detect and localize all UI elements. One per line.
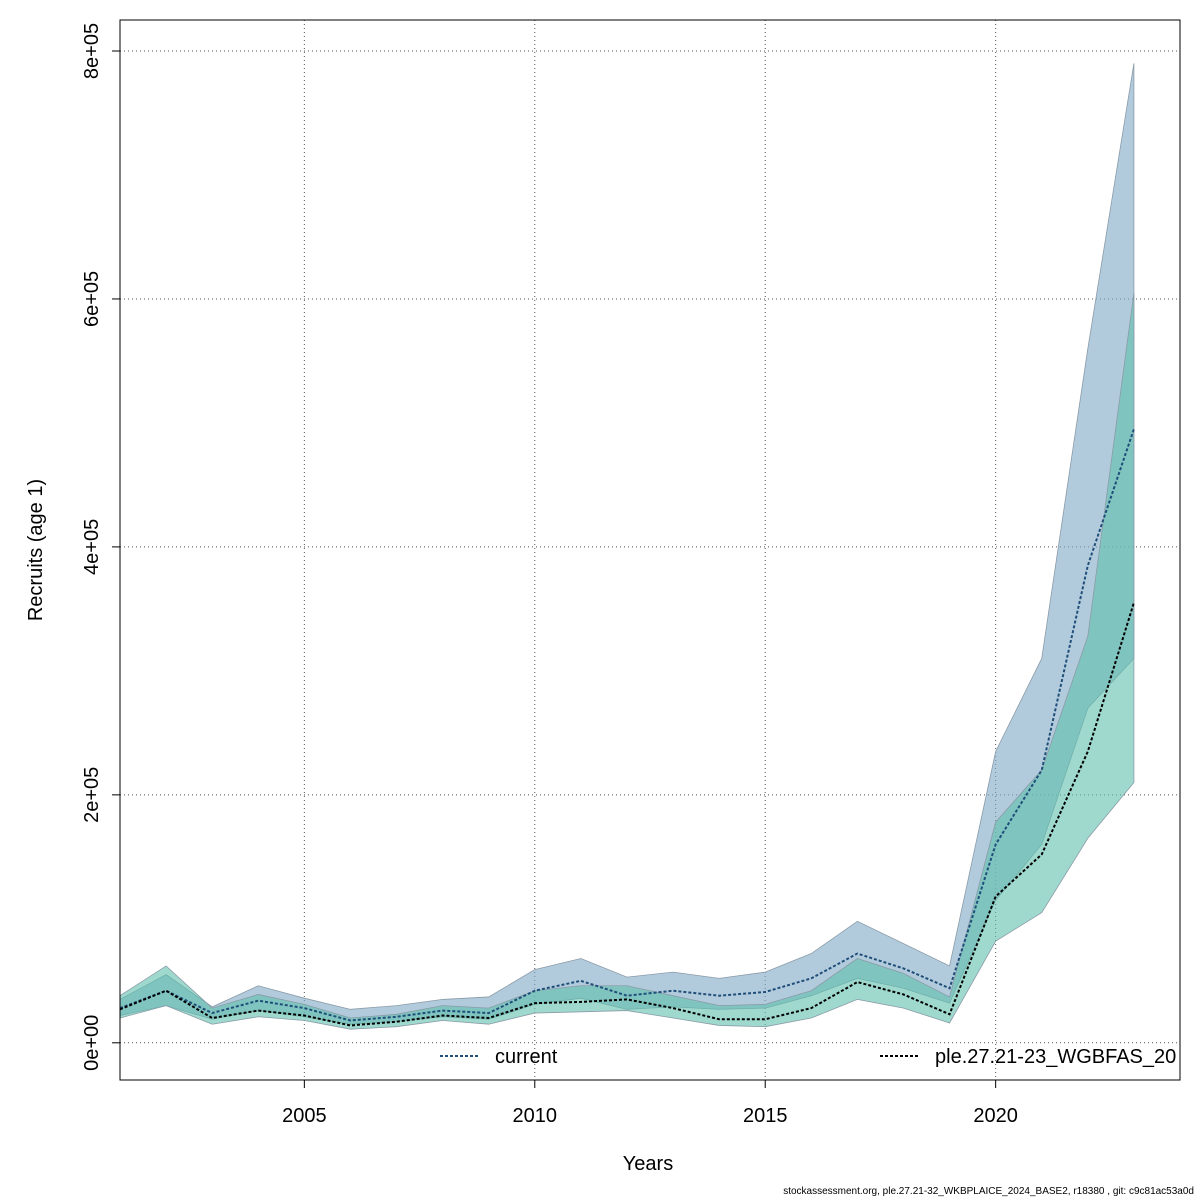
y-tick-label: 8e+05 [81,23,103,79]
confidence-bands [119,63,1135,1030]
footer-source-text: stockassessment.org, ple.27.21-32_WKBPLA… [783,1186,1194,1197]
plot-frame [119,19,1181,1081]
y-tick-label: 4e+05 [81,519,103,575]
x-tick-label: 2005 [282,1105,327,1127]
axes: 2005 2010 2015 2020 0e+00 2e+05 4e+05 6e+05 8e+0… [81,23,1018,1127]
grid-layer [120,20,1180,1080]
legend-label-1: current [495,1046,558,1068]
series-lines [119,428,1135,1027]
y-axis-label: Recruits (age 1) [25,479,47,621]
x-tick-label: 2010 [513,1105,558,1127]
y-tick-label: 2e+05 [81,767,103,823]
series-line-2 [119,602,1135,1027]
y-tick-label: 6e+05 [81,271,103,327]
x-axis-label: Years [623,1153,673,1175]
x-tick-label: 2015 [743,1105,788,1127]
legend: current ple.27.21-23_WGBFAS_20 [440,1046,1176,1068]
series-line-1 [119,428,1135,1022]
legend-label-2: ple.27.21-23_WGBFAS_20 [935,1046,1176,1068]
y-tick-label: 0e+00 [81,1015,103,1071]
x-tick-label: 2020 [973,1105,1018,1127]
confidence-band-2 [119,292,1135,1030]
